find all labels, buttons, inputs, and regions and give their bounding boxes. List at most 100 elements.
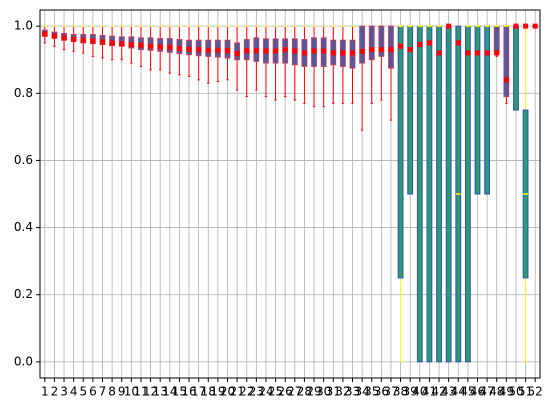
box — [388, 25, 394, 69]
mean — [330, 50, 336, 56]
mean — [369, 47, 375, 53]
x-tick-label: 13 — [153, 385, 168, 399]
mean — [378, 47, 384, 53]
mean — [494, 50, 500, 56]
mean — [436, 50, 442, 56]
mean — [148, 43, 154, 49]
x-tick-label: 50 — [508, 385, 523, 399]
x-tick-label: 23 — [249, 385, 264, 399]
x-tick-label: 21 — [229, 385, 244, 399]
x-tick-label: 3 — [60, 385, 68, 399]
x-tick-label: 18 — [201, 385, 216, 399]
plot-frame — [39, 9, 541, 379]
x-tick-label: 7 — [99, 385, 107, 399]
x-tick-label: 9 — [118, 385, 126, 399]
x-tick-label: 45 — [460, 385, 475, 399]
mean — [119, 41, 125, 47]
mean — [244, 48, 250, 54]
mean — [109, 40, 115, 46]
mean — [205, 47, 211, 53]
x-tick-label: 14 — [162, 385, 177, 399]
mean — [282, 47, 288, 53]
x-tick-label: 6 — [89, 385, 97, 399]
mean — [475, 50, 480, 56]
mean — [350, 50, 355, 56]
mean — [301, 50, 307, 56]
box — [426, 25, 433, 363]
x-tick-label: 20 — [220, 385, 235, 399]
x-tick-label: 39 — [403, 385, 418, 399]
mean — [398, 43, 404, 49]
box — [513, 25, 519, 111]
box — [445, 25, 452, 363]
mean — [465, 50, 471, 56]
x-tick-label: 17 — [191, 385, 206, 399]
mean — [273, 48, 279, 54]
mean — [388, 47, 394, 53]
x-tick-label: 11 — [133, 385, 148, 399]
x-tick-label: 16 — [181, 385, 196, 399]
mean — [426, 40, 432, 46]
x-tick-label: 47 — [479, 385, 494, 399]
mean — [100, 39, 105, 45]
x-tick-label: 44 — [451, 385, 466, 399]
box — [368, 25, 375, 61]
y-tick-label: 1.0 — [14, 19, 33, 33]
mean — [292, 48, 298, 54]
x-tick-label: 40 — [412, 385, 427, 399]
mean — [138, 42, 144, 48]
mean — [128, 42, 134, 48]
mean — [446, 23, 452, 29]
box — [436, 25, 442, 363]
mean — [225, 48, 230, 54]
x-tick-label: 51 — [518, 385, 533, 399]
mean — [176, 46, 182, 52]
x-tick-label: 29 — [306, 385, 321, 399]
mean — [523, 23, 529, 29]
x-tick-label: 46 — [470, 385, 485, 399]
mean — [455, 40, 461, 46]
y-tick-label: 0.6 — [14, 153, 33, 167]
mean — [503, 77, 509, 83]
mean — [196, 47, 202, 53]
x-tick-label: 49 — [499, 385, 514, 399]
mean — [484, 50, 490, 56]
box — [378, 25, 385, 57]
mean — [407, 47, 413, 53]
mean — [253, 48, 259, 54]
x-tick-label: 2 — [51, 385, 59, 399]
mean — [234, 51, 240, 57]
box — [397, 25, 404, 279]
x-tick-label: 42 — [431, 385, 446, 399]
y-tick-label: 0.0 — [14, 354, 33, 368]
mean — [321, 48, 327, 54]
x-tick-label: 52 — [528, 385, 543, 399]
x-tick-label: 43 — [441, 385, 456, 399]
x-tick-label: 30 — [316, 385, 331, 399]
x-tick-label: 22 — [239, 385, 254, 399]
box — [503, 25, 510, 98]
x-tick-label: 37 — [383, 385, 398, 399]
x-tick-label: 27 — [287, 385, 302, 399]
x-tick-label: 48 — [489, 385, 504, 399]
x-tick-label: 32 — [335, 385, 350, 399]
y-tick-label: 0.8 — [14, 86, 33, 100]
x-tick-label: 34 — [354, 385, 369, 399]
x-tick-label: 10 — [124, 385, 139, 399]
mean — [80, 37, 86, 43]
x-tick-label: 5 — [79, 385, 87, 399]
mean — [42, 31, 48, 37]
box — [416, 25, 423, 363]
mean — [215, 47, 221, 53]
x-tick-label: 33 — [345, 385, 360, 399]
box — [464, 25, 471, 363]
mean — [513, 23, 519, 29]
mean — [340, 50, 346, 56]
y-tick-label: 0.2 — [14, 287, 33, 301]
mean — [263, 48, 269, 54]
mean — [51, 33, 57, 39]
x-tick-label: 25 — [268, 385, 283, 399]
x-tick-label: 41 — [422, 385, 437, 399]
box — [359, 25, 366, 64]
